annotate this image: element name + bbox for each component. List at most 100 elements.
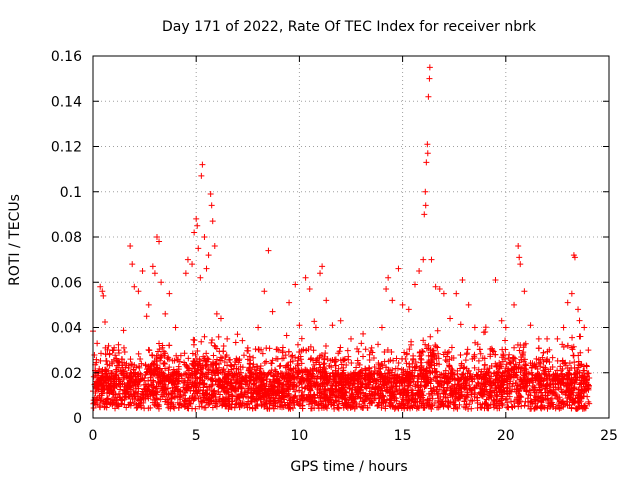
y-tick-labels: 0 0.02 0.04 0.06 0.08 0.1 0.12 0.14 0.16 [51, 49, 82, 427]
data-point [239, 337, 246, 344]
data-point [196, 356, 203, 363]
data-point [306, 286, 313, 293]
data-point [388, 400, 395, 407]
data-point [544, 381, 551, 388]
data-point [187, 400, 194, 407]
data-point [322, 350, 329, 357]
data-point [506, 351, 513, 358]
data-point [445, 399, 452, 406]
data-point [239, 375, 246, 382]
data-point [569, 334, 576, 341]
data-point [205, 252, 212, 259]
data-point [251, 380, 258, 387]
data-point [348, 335, 354, 342]
data-point [261, 382, 268, 389]
data-point [294, 341, 301, 348]
data-point [157, 396, 164, 403]
data-point [504, 376, 511, 383]
data-point [331, 356, 338, 363]
data-point [557, 363, 564, 370]
data-point [460, 370, 467, 377]
x-tick-labels: 0 5 10 15 20 25 [89, 428, 618, 444]
data-point [566, 360, 573, 367]
data-point [426, 64, 433, 71]
y-tick-label: 0 [73, 411, 82, 427]
data-point [251, 371, 258, 378]
data-point [267, 387, 274, 394]
data-point [344, 347, 351, 354]
data-point [328, 390, 335, 397]
data-point [263, 376, 270, 383]
data-point [447, 315, 454, 322]
data-point [166, 290, 173, 297]
data-point [335, 394, 342, 401]
data-point [315, 368, 322, 375]
data-point [340, 357, 347, 364]
data-point [508, 398, 515, 405]
data-point [219, 355, 226, 362]
data-point [436, 386, 443, 393]
data-point [283, 381, 290, 388]
data-point [143, 369, 150, 376]
data-point [502, 324, 509, 331]
data-point [432, 342, 439, 349]
data-point [436, 403, 443, 410]
data-point [362, 346, 369, 353]
data-point [513, 379, 520, 386]
data-point [424, 374, 431, 381]
data-point [162, 310, 169, 317]
data-point [345, 353, 352, 360]
data-point [453, 290, 460, 297]
data-point [150, 378, 157, 385]
data-point [286, 374, 293, 381]
data-point [504, 399, 511, 406]
data-point [579, 405, 586, 412]
data-point [360, 330, 367, 337]
data-point [555, 400, 562, 407]
data-point [364, 393, 371, 400]
data-point [497, 397, 504, 404]
data-point [293, 398, 300, 405]
data-point [103, 377, 110, 384]
data-point [435, 350, 442, 357]
data-point [547, 404, 554, 411]
data-point [250, 381, 257, 388]
data-point [127, 356, 134, 363]
data-point [165, 367, 172, 374]
data-point [219, 384, 226, 391]
data-point [379, 362, 386, 369]
data-point [338, 391, 345, 398]
data-point [332, 367, 339, 374]
data-point [405, 306, 412, 313]
data-point [160, 361, 167, 368]
data-point [546, 373, 553, 380]
data-point [341, 378, 348, 385]
data-point [404, 404, 411, 411]
data-point [521, 402, 528, 409]
data-point [403, 360, 410, 367]
data-point [112, 352, 119, 359]
data-point [254, 401, 261, 408]
data-point [129, 261, 136, 268]
y-axis-label: ROTI / TECUs [7, 194, 23, 286]
data-point [244, 347, 251, 354]
data-point [457, 352, 464, 359]
data-point [410, 399, 417, 406]
data-point [406, 346, 413, 353]
data-point [554, 357, 561, 364]
data-point [240, 393, 247, 400]
data-point [156, 340, 163, 347]
data-point [406, 364, 413, 371]
data-point [445, 378, 452, 385]
data-point [491, 370, 498, 377]
data-point [410, 355, 417, 362]
data-point [224, 379, 231, 386]
data-point [423, 379, 430, 386]
data-point [316, 361, 323, 368]
data-point [220, 348, 227, 355]
y-tick-label: 0.16 [51, 49, 82, 65]
data-point [412, 381, 419, 388]
data-point [472, 339, 479, 346]
data-point [374, 402, 381, 409]
data-point [301, 385, 308, 392]
